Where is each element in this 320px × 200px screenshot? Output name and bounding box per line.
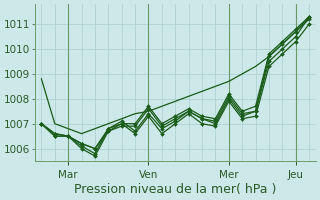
X-axis label: Pression niveau de la mer( hPa ): Pression niveau de la mer( hPa ) (74, 183, 276, 196)
